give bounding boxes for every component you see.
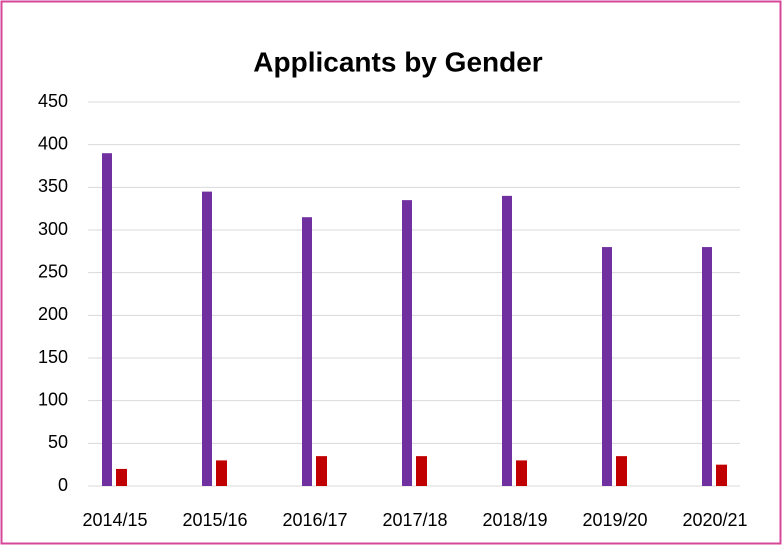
y-tick-label: 350 [38,176,68,196]
y-tick-label: 0 [58,475,68,495]
y-tick-label: 450 [38,91,68,111]
bar [716,464,727,486]
bar [316,456,327,486]
bar [216,460,227,486]
y-tick-label: 200 [38,304,68,324]
bar [602,247,612,486]
x-tick-label: 2014/15 [82,510,147,530]
bar [302,217,312,486]
x-tick-label: 2015/16 [182,510,247,530]
bar [202,191,212,486]
bar [502,195,512,486]
bar [616,456,627,486]
y-tick-label: 150 [38,347,68,367]
y-tick-label: 50 [48,432,68,452]
bar [116,468,127,486]
y-tick-label: 300 [38,219,68,239]
bar [416,456,427,486]
bar [402,200,412,486]
bar [516,460,527,486]
chart-title: Applicants by Gender [253,46,542,77]
bar [102,153,112,486]
y-tick-label: 100 [38,389,68,409]
x-tick-label: 2020/21 [682,510,747,530]
bar [702,247,712,486]
x-tick-label: 2018/19 [482,510,547,530]
y-tick-label: 250 [38,261,68,281]
x-tick-label: 2017/18 [382,510,447,530]
y-tick-label: 400 [38,133,68,153]
x-tick-label: 2016/17 [282,510,347,530]
x-tick-label: 2019/20 [582,510,647,530]
